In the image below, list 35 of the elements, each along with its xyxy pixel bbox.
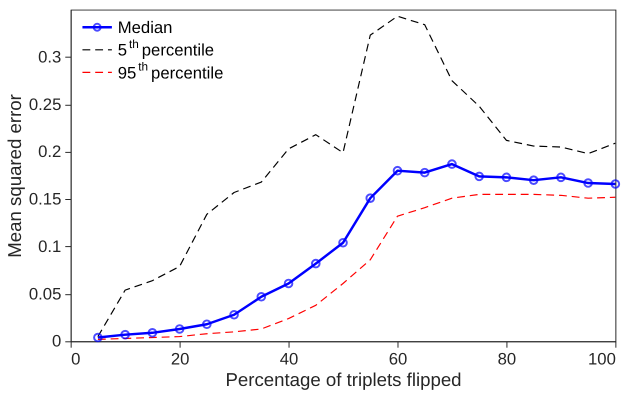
- point: [502, 172, 512, 182]
- point: [365, 193, 376, 203]
- x-tick-label: 20: [170, 349, 190, 368]
- y-tick-label: 0: [52, 332, 62, 351]
- x-tick-label: 60: [388, 349, 408, 368]
- x-axis-title: Percentage of triplets flipped: [225, 368, 462, 390]
- point: [338, 238, 348, 248]
- y-axis-title: Mean squared error: [4, 94, 26, 258]
- legend-label: Median: [118, 18, 172, 38]
- point: [256, 292, 266, 302]
- y-tick-label: 0.3: [38, 47, 62, 66]
- point: [284, 278, 294, 288]
- x-tick-label: 100: [588, 349, 616, 368]
- point: [583, 178, 593, 188]
- line-series: [97, 194, 616, 340]
- y-tick-label: 0.15: [28, 190, 62, 209]
- x-tick-label: 0: [71, 349, 80, 368]
- point: [447, 159, 457, 169]
- point: [556, 172, 566, 182]
- y-tick-label: 0.1: [38, 236, 62, 256]
- x-tick-label: 40: [280, 349, 298, 368]
- y-tick-label: 0.05: [28, 284, 62, 304]
- point: [420, 168, 430, 178]
- point: [310, 258, 321, 268]
- point: [528, 175, 538, 185]
- point: [392, 166, 402, 176]
- point: [120, 330, 130, 340]
- point: [148, 328, 158, 338]
- x-tick-label: 80: [498, 349, 516, 368]
- y-tick-label: 0.2: [38, 142, 62, 162]
- point: [202, 319, 212, 330]
- point: [174, 324, 184, 334]
- point: [229, 310, 239, 320]
- point: [474, 172, 484, 182]
- y-tick-label: 0.25: [28, 94, 62, 114]
